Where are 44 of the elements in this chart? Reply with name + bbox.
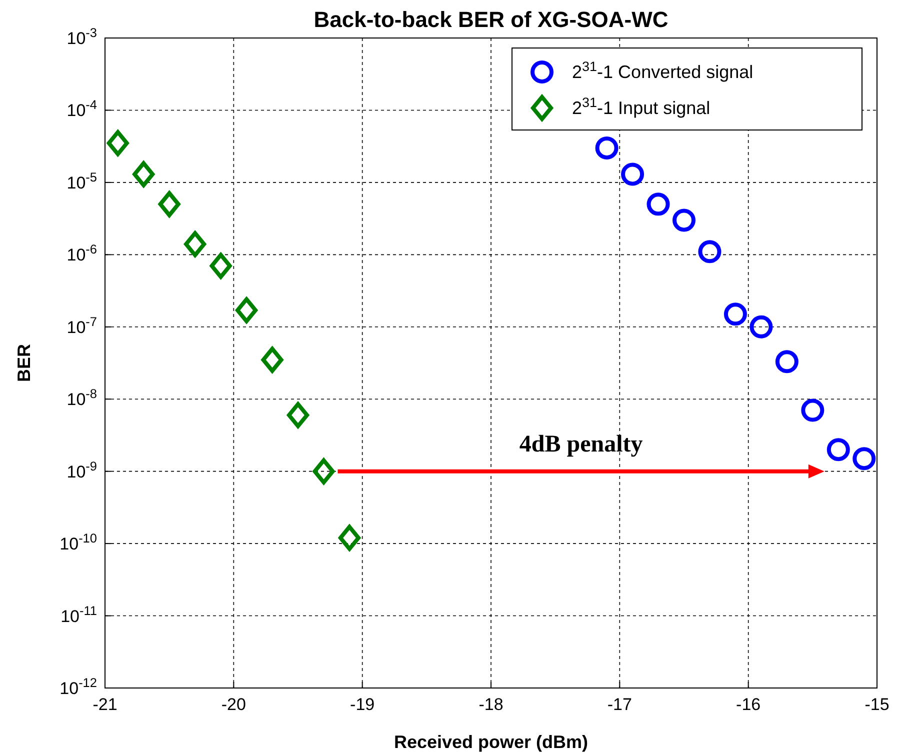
point (724, 302, 747, 326)
point (750, 315, 773, 338)
y-tick-label: 10$^{-3}$ (66, 24, 97, 48)
y-axis-title: BER (14, 344, 34, 382)
point (132, 161, 155, 188)
legend-label: 2$^{31}$-1 Input signal (572, 94, 710, 118)
legend-label: 2$^{31}$-1 Converted signal (572, 58, 754, 82)
point (698, 240, 722, 264)
point (312, 458, 335, 484)
y-tick-label: 10$^{-6}$ (66, 241, 97, 265)
point (106, 130, 129, 156)
point (646, 192, 670, 216)
x-tick-label: -19 (350, 695, 375, 714)
point (826, 438, 850, 462)
y-tick-label: 10$^{-11}$ (60, 602, 97, 626)
point (261, 346, 284, 373)
point (621, 162, 644, 186)
point (338, 524, 360, 551)
x-tick-label: -15 (864, 695, 890, 714)
y-tick-label: 10$^{-12}$ (60, 674, 97, 698)
x-tick-label: -18 (478, 695, 504, 714)
x-axis-title: Received power (dBm) (394, 732, 588, 752)
point (775, 350, 798, 374)
y-tick-label: 10$^{-9}$ (66, 458, 97, 482)
point (287, 402, 309, 428)
point (210, 252, 232, 279)
point (801, 398, 824, 422)
y-tick-label: 10$^{-7}$ (66, 313, 97, 337)
y-tick-label: 10$^{-4}$ (66, 96, 97, 120)
point (236, 297, 258, 324)
x-tick-label: -21 (92, 695, 118, 714)
annotation: 4dB penalty (519, 431, 643, 458)
x-tick-label: -16 (736, 695, 761, 714)
point (184, 231, 206, 258)
x-tick-label: -20 (221, 695, 246, 714)
point (595, 136, 618, 160)
point (852, 447, 876, 470)
y-tick-label: 10$^{-5}$ (66, 168, 97, 192)
x-tick-label: -17 (607, 695, 632, 714)
y-tick-label: 10$^{-10}$ (60, 530, 97, 554)
y-tick-label: 10$^{-8}$ (66, 386, 97, 410)
chart-title: Back-to-back BER of XG-SOA-WC (314, 7, 668, 32)
point (672, 208, 696, 232)
point (158, 191, 180, 218)
